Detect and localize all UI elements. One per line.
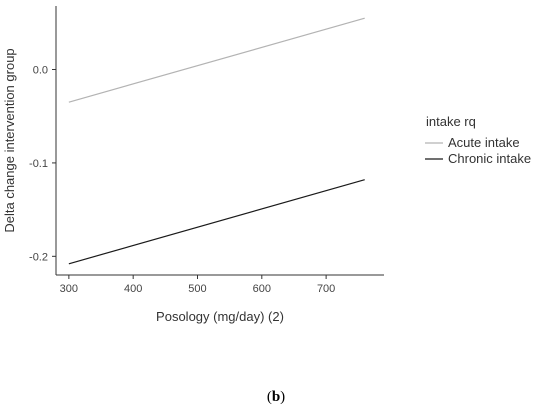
legend-title: intake rq — [426, 114, 476, 129]
caption-label: b — [272, 389, 280, 405]
series-lines — [68, 17, 365, 265]
caption-open: ( — [267, 389, 272, 405]
legend-label: Chronic intake — [448, 151, 531, 166]
y-tick-label: 0.0 — [33, 65, 48, 77]
plot-area: 0.0 -0.1 -0.2 300 400 500 600 700 — [29, 6, 384, 295]
series-line — [68, 179, 365, 265]
legend-label: Acute intake — [448, 135, 520, 150]
x-tick-label: 500 — [188, 283, 206, 295]
caption-close: ) — [280, 389, 285, 405]
y-tick-label: -0.1 — [29, 158, 48, 170]
x-axis-title: Posology (mg/day) (2) — [156, 309, 284, 324]
x-tick-label: 700 — [317, 283, 335, 295]
y-tick-label: -0.2 — [29, 251, 48, 263]
x-ticks: 300 400 500 600 700 — [60, 275, 335, 295]
x-tick-label: 300 — [60, 283, 78, 295]
series-line — [68, 17, 365, 103]
y-axis-title: Delta change intervention group — [2, 48, 17, 232]
x-tick-label: 600 — [253, 283, 271, 295]
figure-caption: (b) — [267, 389, 285, 405]
x-tick-label: 400 — [124, 283, 142, 295]
y-ticks: 0.0 -0.1 -0.2 — [29, 65, 56, 263]
